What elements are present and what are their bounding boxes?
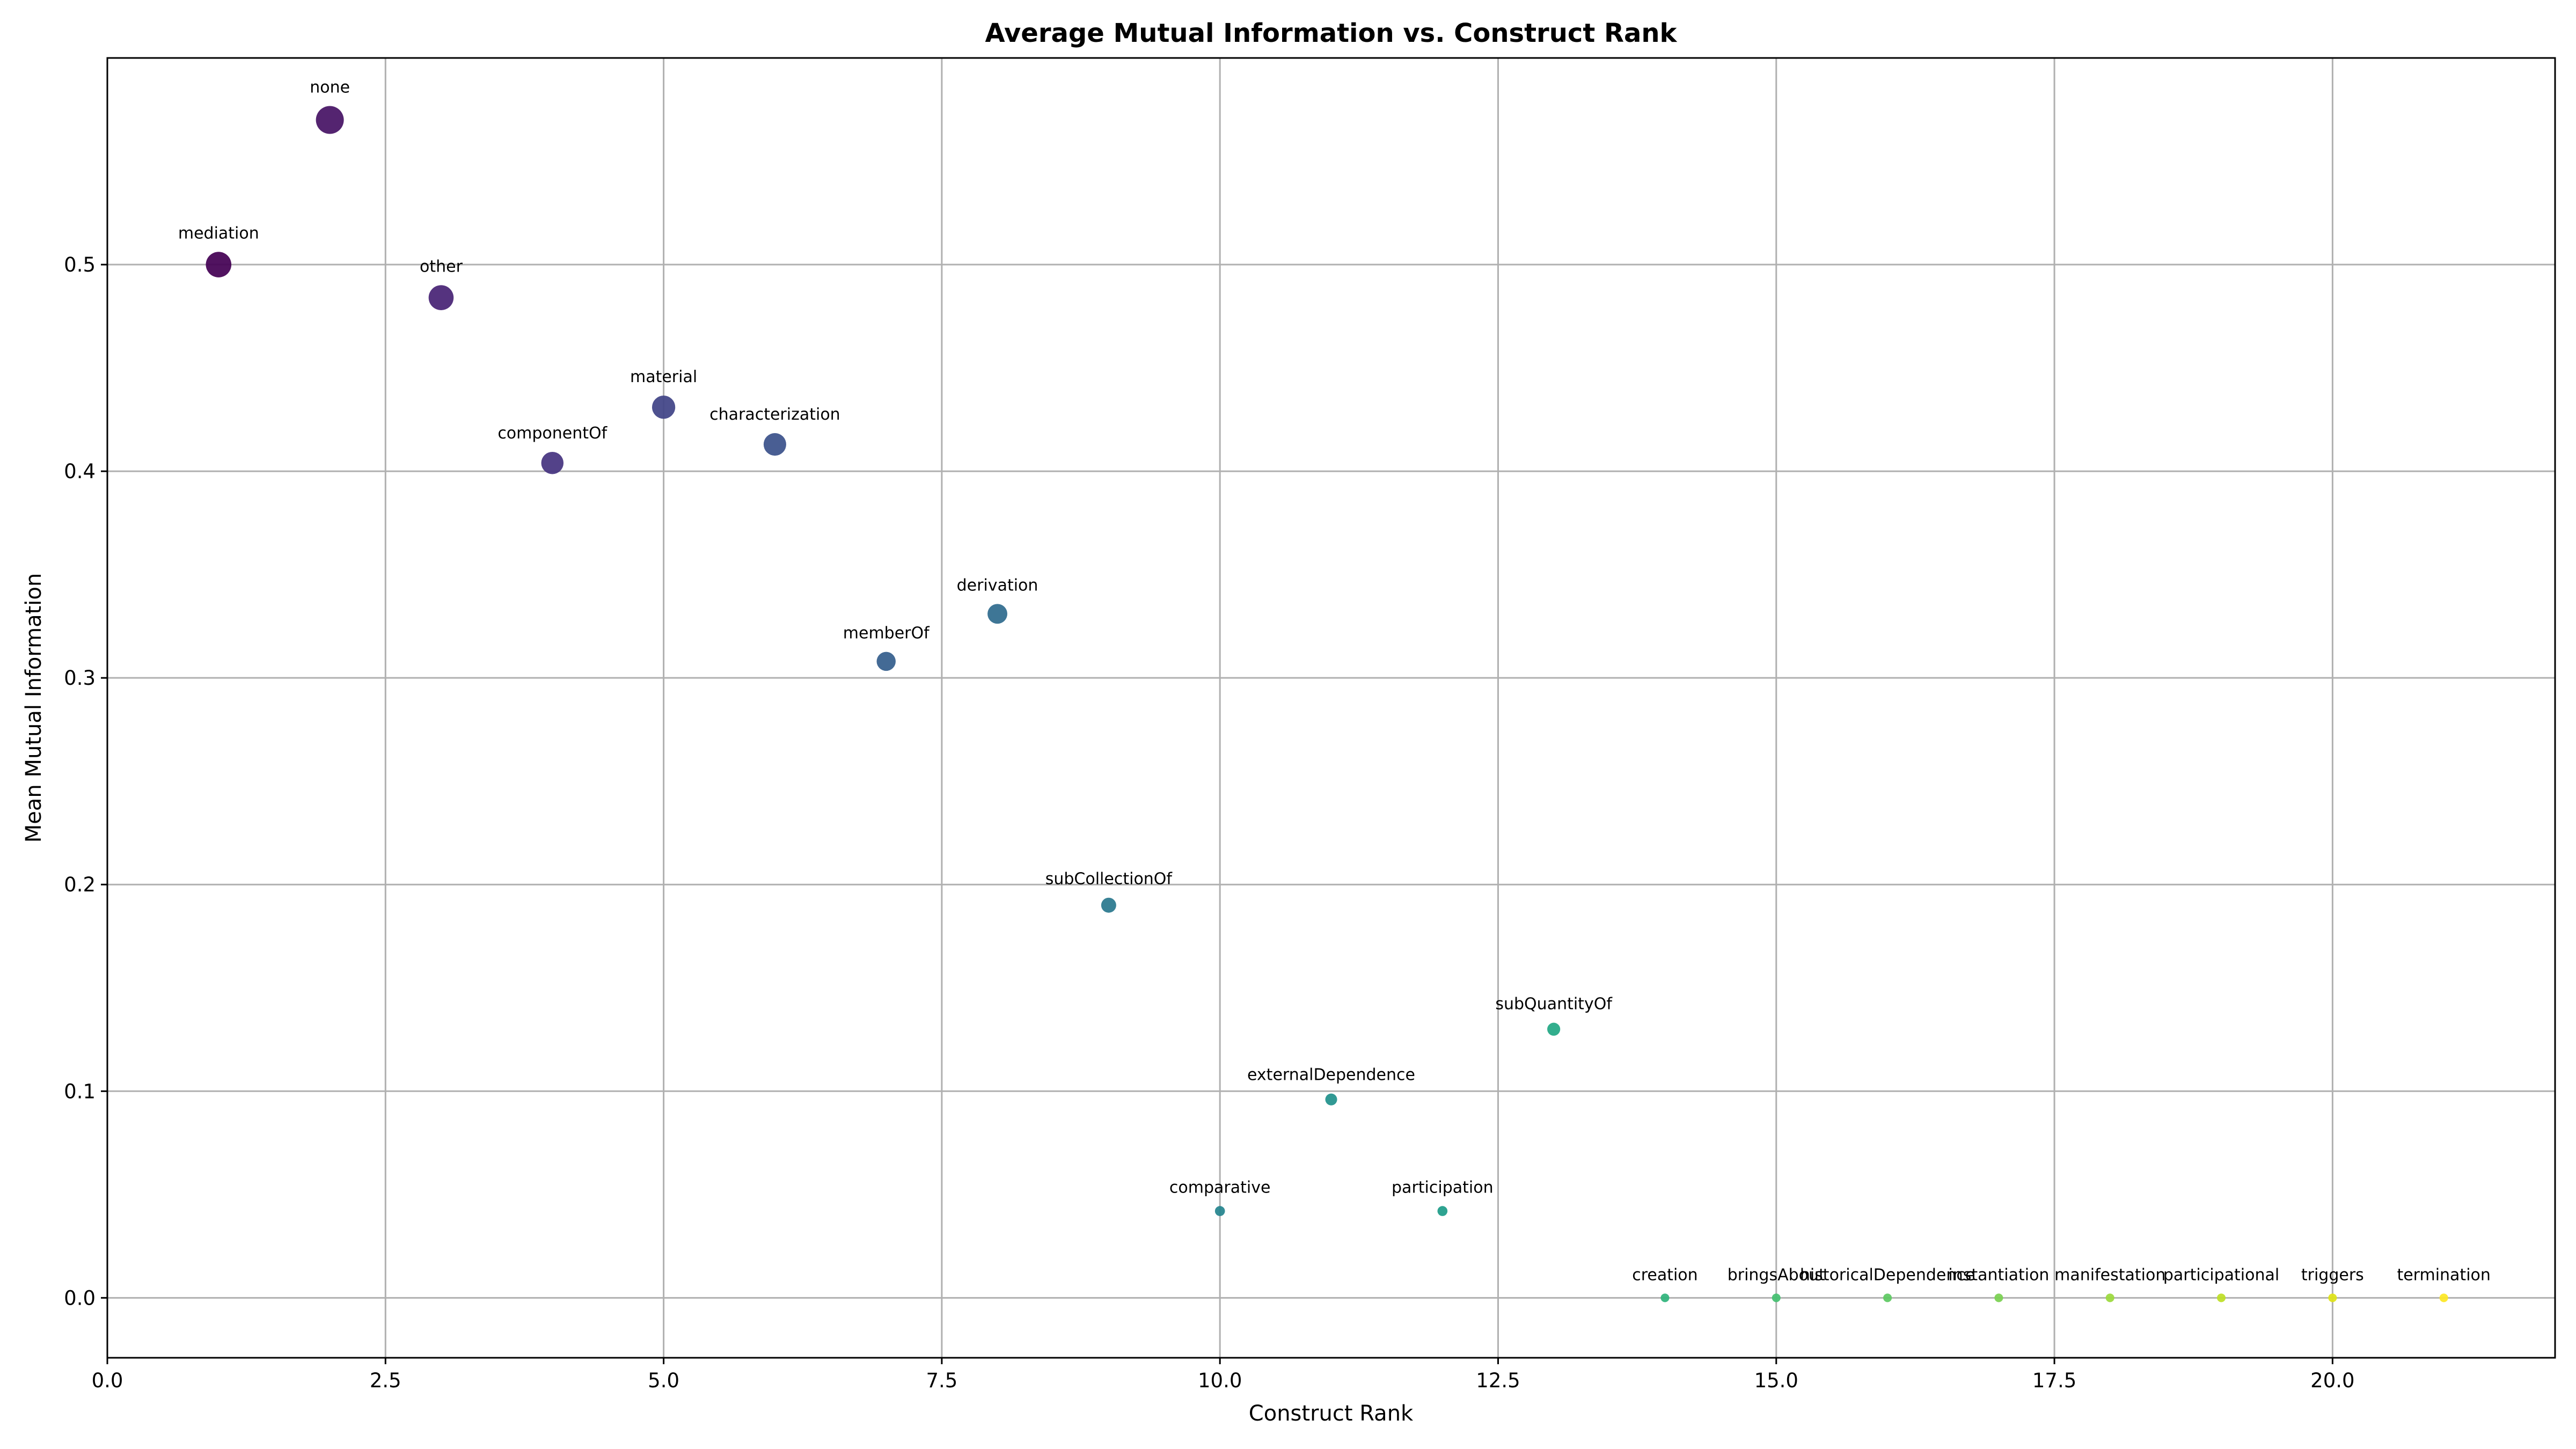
point-label: subQuantityOf [1495,995,1613,1014]
y-tick-label: 0.0 [64,1286,96,1309]
x-tick-label: 2.5 [370,1369,401,1392]
data-point [1437,1206,1448,1216]
data-point [2217,1293,2226,1302]
data-point [1994,1293,2003,1302]
point-label: creation [1632,1265,1697,1284]
data-point [652,396,676,419]
data-point [1547,1022,1561,1036]
x-tick-label: 10.0 [1198,1369,1242,1392]
point-label: none [310,78,350,97]
x-tick-label: 12.5 [1476,1369,1520,1392]
y-axis-label: Mean Mutual Information [21,573,46,843]
y-tick-label: 0.2 [64,873,96,896]
point-label: characterization [709,405,840,424]
data-points [206,106,2448,1302]
x-tick-label: 7.5 [926,1369,957,1392]
point-labels: mediation none other componentOf material cha… [178,78,2491,1285]
point-label: mediation [178,224,259,243]
point-label: memberOf [843,624,930,643]
x-tick-label: 5.0 [648,1369,679,1392]
y-tick-label: 0.4 [64,460,96,483]
data-point [1214,1206,1225,1216]
point-label: comparative [1169,1178,1271,1197]
point-label: material [630,368,697,386]
point-label: componentOf [497,424,608,443]
data-point [1772,1293,1781,1302]
data-point [2439,1293,2448,1302]
point-label: participational [2163,1265,2279,1284]
data-point [428,285,454,310]
data-point [1883,1293,1892,1302]
y-axis-ticks: 0.0 0.1 0.2 0.3 0.4 0.5 [64,253,107,1309]
point-label: instantiation [1948,1265,2049,1284]
point-label: derivation [957,576,1038,595]
y-tick-label: 0.1 [64,1080,96,1103]
chart-title: Average Mutual Information vs. Construct… [985,18,1678,48]
point-label: termination [2397,1265,2490,1284]
point-label: subCollectionOf [1045,870,1173,889]
data-point [541,451,564,474]
data-point [316,106,344,134]
x-tick-label: 15.0 [1754,1369,1798,1392]
point-label: participation [1392,1178,1494,1197]
point-label: manifestation [2054,1265,2165,1284]
data-point [1101,897,1116,913]
data-point [2328,1293,2337,1302]
data-point [1660,1293,1670,1302]
data-point [876,652,896,671]
y-tick-label: 0.5 [64,253,96,276]
data-point [763,433,786,456]
data-point [1325,1093,1337,1106]
x-tick-label: 17.5 [2032,1369,2076,1392]
data-point [987,604,1007,624]
point-label: bringsAbout [1728,1265,1825,1284]
plot-frame [106,57,2556,1359]
point-label: externalDependence [1247,1066,1415,1085]
x-axis-label: Construct Rank [1249,1401,1414,1426]
x-axis-ticks: 0.0 2.5 5.0 7.5 10.0 12.5 15.0 17.5 20.0 [92,1358,2355,1392]
x-tick-label: 0.0 [92,1369,123,1392]
y-tick-label: 0.3 [64,667,96,690]
grid [106,58,2555,1358]
point-label: historicalDependence [1800,1265,1975,1284]
data-point [206,252,232,277]
x-tick-label: 20.0 [2310,1369,2354,1392]
point-label: other [420,257,463,276]
point-label: triggers [2301,1265,2364,1284]
data-point [2105,1293,2114,1302]
